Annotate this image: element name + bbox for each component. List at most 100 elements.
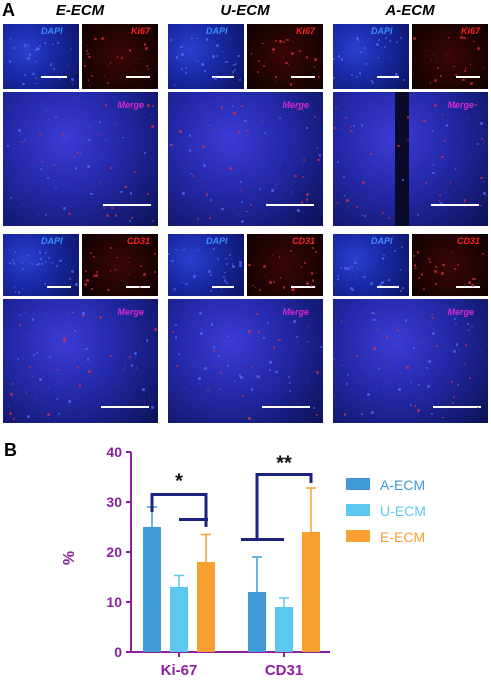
stain-speck [337, 55, 341, 58]
scale-bar [101, 406, 149, 408]
stain-speck [334, 126, 336, 129]
stain-speck [315, 250, 318, 253]
stain-speck [201, 283, 203, 285]
stain-speck [40, 258, 43, 260]
stain-speck [450, 380, 453, 383]
stain-speck [480, 204, 482, 207]
stain-speck [269, 368, 272, 371]
stain-speck [66, 117, 68, 119]
micrograph-u-ecm-dapi-ki67: DAPI [168, 24, 244, 89]
stain-speck [418, 384, 421, 387]
stain-speck [442, 263, 445, 267]
stain-speck [371, 82, 374, 85]
stain-speck [154, 270, 157, 274]
stain-speck [262, 42, 264, 44]
cd31-label: CD31 [126, 236, 150, 246]
stain-speck [238, 374, 241, 377]
stain-speck [285, 61, 288, 65]
legend-swatch-u-ecm [346, 504, 370, 516]
stain-speck [226, 364, 230, 368]
stain-speck [343, 175, 345, 178]
stain-speck [304, 261, 306, 264]
stain-speck [221, 287, 223, 290]
stain-speck [279, 40, 282, 43]
stain-speck [409, 403, 412, 406]
stain-speck [385, 363, 387, 365]
stain-speck [237, 213, 239, 215]
stain-speck [301, 175, 304, 178]
stain-speck [44, 213, 48, 217]
stain-speck [347, 267, 350, 270]
stain-speck [237, 54, 240, 58]
stain-speck [463, 283, 466, 286]
stain-speck [77, 397, 79, 399]
stain-speck [272, 48, 275, 51]
stain-speck [108, 64, 110, 66]
stain-speck [406, 365, 409, 369]
dapi-label: DAPI [41, 26, 63, 36]
dapi-label: DAPI [206, 236, 228, 246]
stain-speck [85, 347, 88, 351]
scale-bar [126, 286, 150, 288]
stain-speck [185, 387, 187, 389]
stain-speck [298, 49, 302, 53]
stain-speck [340, 58, 343, 61]
stain-speck [274, 370, 278, 374]
stain-speck [128, 274, 130, 276]
stain-speck [147, 193, 149, 195]
stain-speck [122, 369, 125, 371]
stain-speck [114, 269, 117, 271]
stain-speck [38, 133, 41, 136]
merge-label: Merge [447, 100, 474, 110]
stain-speck [297, 107, 300, 110]
stain-speck [193, 194, 195, 196]
stain-speck [480, 122, 483, 126]
stain-speck [26, 392, 28, 394]
stain-speck [97, 134, 100, 136]
stain-speck [140, 349, 143, 352]
stain-speck [174, 287, 176, 290]
stain-speck [318, 154, 321, 157]
stain-speck [231, 264, 235, 268]
stain-speck [128, 356, 131, 359]
stain-speck [429, 82, 432, 84]
stain-speck [468, 281, 471, 284]
stain-speck [21, 140, 24, 143]
panel-b-letter: B [4, 440, 17, 460]
x-tick-label: CD31 [265, 662, 303, 679]
stain-speck [33, 354, 35, 356]
stain-speck [311, 278, 315, 282]
stain-speck [466, 119, 468, 121]
stain-speck [427, 385, 430, 388]
stain-speck [355, 354, 358, 357]
stain-speck [463, 36, 466, 40]
bar-u-ecm-ki-67 [170, 587, 188, 652]
stain-speck [14, 251, 17, 253]
stain-speck [190, 37, 194, 40]
stain-speck [258, 59, 261, 62]
stain-speck [339, 267, 342, 270]
stain-speck [192, 364, 194, 366]
stain-speck [360, 50, 363, 53]
stain-speck [73, 329, 76, 332]
stain-speck [432, 163, 435, 166]
stain-speck [378, 367, 381, 370]
stain-speck [133, 163, 135, 165]
stain-speck [275, 40, 278, 43]
stain-speck [21, 287, 24, 290]
stain-speck [84, 283, 88, 287]
stain-speck [150, 113, 153, 116]
stain-speck [78, 383, 82, 387]
stain-speck [74, 167, 78, 170]
stain-speck [455, 343, 458, 346]
stain-speck [477, 406, 479, 408]
stain-speck [480, 351, 482, 353]
stain-speck [367, 393, 370, 397]
stain-speck [412, 347, 415, 350]
stain-speck [457, 264, 460, 267]
stain-speck [203, 366, 207, 370]
stain-speck [399, 36, 402, 40]
stain-speck [333, 283, 336, 285]
stain-speck [449, 331, 452, 334]
stain-speck [262, 64, 265, 67]
